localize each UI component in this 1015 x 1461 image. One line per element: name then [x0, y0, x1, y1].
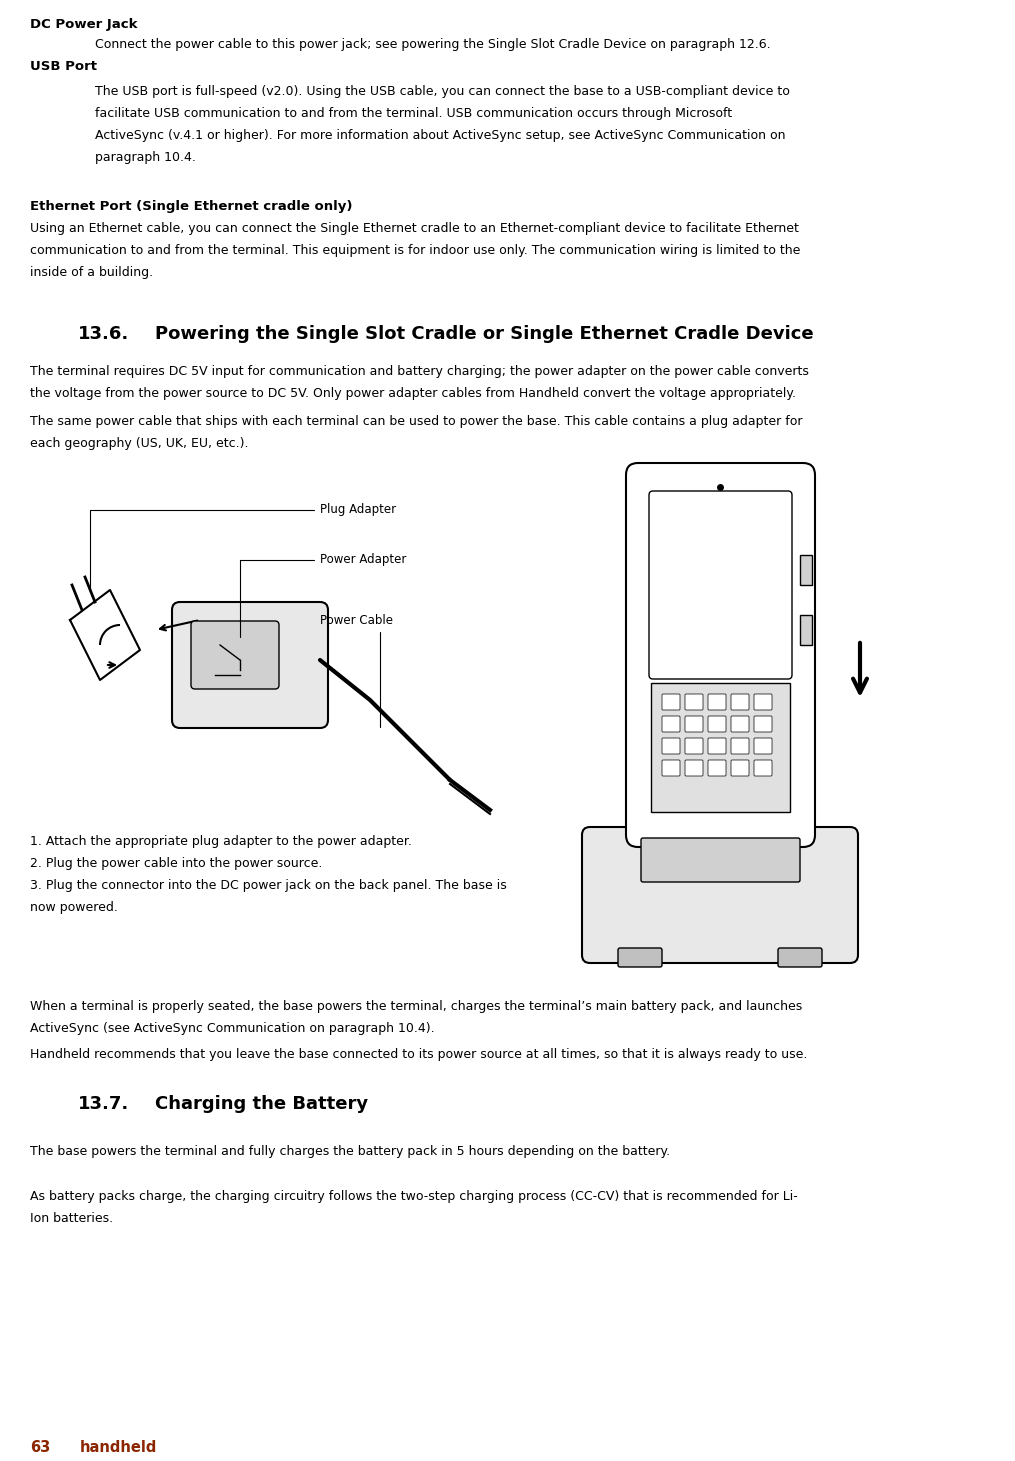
- Text: 1. Attach the appropriate plug adapter to the power adapter.: 1. Attach the appropriate plug adapter t…: [30, 836, 412, 847]
- FancyBboxPatch shape: [685, 716, 703, 732]
- Text: Charging the Battery: Charging the Battery: [155, 1094, 368, 1113]
- FancyBboxPatch shape: [662, 760, 680, 776]
- Text: USB Port: USB Port: [30, 60, 97, 73]
- FancyBboxPatch shape: [708, 738, 726, 754]
- Text: ActiveSync (see ActiveSync Communication on paragraph 10.4).: ActiveSync (see ActiveSync Communication…: [30, 1023, 434, 1034]
- FancyBboxPatch shape: [172, 602, 328, 728]
- Text: The terminal requires DC 5V input for communication and battery charging; the po: The terminal requires DC 5V input for co…: [30, 365, 809, 378]
- FancyBboxPatch shape: [626, 463, 815, 847]
- Text: DC Power Jack: DC Power Jack: [30, 18, 137, 31]
- FancyBboxPatch shape: [754, 716, 772, 732]
- Text: paragraph 10.4.: paragraph 10.4.: [95, 150, 196, 164]
- Text: communication to and from the terminal. This equipment is for indoor use only. T: communication to and from the terminal. …: [30, 244, 801, 257]
- Text: 13.7.: 13.7.: [78, 1094, 129, 1113]
- Text: Ion batteries.: Ion batteries.: [30, 1213, 113, 1224]
- FancyBboxPatch shape: [649, 491, 792, 679]
- FancyBboxPatch shape: [708, 716, 726, 732]
- FancyBboxPatch shape: [685, 738, 703, 754]
- FancyBboxPatch shape: [618, 948, 662, 967]
- FancyBboxPatch shape: [731, 738, 749, 754]
- Text: Ethernet Port (Single Ethernet cradle only): Ethernet Port (Single Ethernet cradle on…: [30, 200, 352, 213]
- Text: inside of a building.: inside of a building.: [30, 266, 153, 279]
- FancyBboxPatch shape: [651, 682, 790, 812]
- Text: each geography (US, UK, EU, etc.).: each geography (US, UK, EU, etc.).: [30, 437, 249, 450]
- FancyBboxPatch shape: [731, 760, 749, 776]
- FancyBboxPatch shape: [708, 760, 726, 776]
- Text: Powering the Single Slot Cradle or Single Ethernet Cradle Device: Powering the Single Slot Cradle or Singl…: [155, 324, 814, 343]
- FancyBboxPatch shape: [800, 615, 812, 644]
- FancyBboxPatch shape: [731, 716, 749, 732]
- FancyBboxPatch shape: [662, 738, 680, 754]
- Text: Power Cable: Power Cable: [320, 614, 393, 728]
- Text: 13.6.: 13.6.: [78, 324, 129, 343]
- FancyBboxPatch shape: [685, 760, 703, 776]
- FancyBboxPatch shape: [662, 694, 680, 710]
- Text: 3. Plug the connector into the DC power jack on the back panel. The base is: 3. Plug the connector into the DC power …: [30, 880, 506, 893]
- Text: 63: 63: [30, 1441, 51, 1455]
- Text: now powered.: now powered.: [30, 901, 118, 915]
- FancyBboxPatch shape: [662, 716, 680, 732]
- Text: the voltage from the power source to DC 5V. Only power adapter cables from Handh: the voltage from the power source to DC …: [30, 387, 796, 400]
- Text: Handheld recommends that you leave the base connected to its power source at all: Handheld recommends that you leave the b…: [30, 1048, 807, 1061]
- FancyBboxPatch shape: [685, 694, 703, 710]
- Text: Plug Adapter: Plug Adapter: [90, 504, 396, 592]
- Polygon shape: [70, 590, 140, 679]
- Text: ActiveSync (v.4.1 or higher). For more information about ActiveSync setup, see A: ActiveSync (v.4.1 or higher). For more i…: [95, 129, 786, 142]
- Text: The same power cable that ships with each terminal can be used to power the base: The same power cable that ships with eac…: [30, 415, 803, 428]
- Text: 2. Plug the power cable into the power source.: 2. Plug the power cable into the power s…: [30, 858, 323, 869]
- FancyBboxPatch shape: [641, 839, 800, 882]
- Text: Power Adapter: Power Adapter: [240, 554, 406, 637]
- Text: handheld: handheld: [80, 1441, 157, 1455]
- FancyBboxPatch shape: [191, 621, 279, 690]
- Text: The base powers the terminal and fully charges the battery pack in 5 hours depen: The base powers the terminal and fully c…: [30, 1145, 670, 1159]
- FancyBboxPatch shape: [779, 948, 822, 967]
- Text: The USB port is full-speed (v2.0). Using the USB cable, you can connect the base: The USB port is full-speed (v2.0). Using…: [95, 85, 790, 98]
- FancyBboxPatch shape: [708, 694, 726, 710]
- Text: facilitate USB communication to and from the terminal. USB communication occurs : facilitate USB communication to and from…: [95, 107, 732, 120]
- FancyBboxPatch shape: [754, 738, 772, 754]
- Text: As battery packs charge, the charging circuitry follows the two-step charging pr: As battery packs charge, the charging ci…: [30, 1191, 798, 1202]
- FancyBboxPatch shape: [800, 555, 812, 584]
- FancyBboxPatch shape: [754, 694, 772, 710]
- Text: Connect the power cable to this power jack; see powering the Single Slot Cradle : Connect the power cable to this power ja…: [95, 38, 770, 51]
- FancyBboxPatch shape: [582, 827, 858, 963]
- Text: Using an Ethernet cable, you can connect the Single Ethernet cradle to an Ethern: Using an Ethernet cable, you can connect…: [30, 222, 799, 235]
- FancyBboxPatch shape: [754, 760, 772, 776]
- Text: When a terminal is properly seated, the base powers the terminal, charges the te: When a terminal is properly seated, the …: [30, 999, 802, 1012]
- FancyBboxPatch shape: [731, 694, 749, 710]
